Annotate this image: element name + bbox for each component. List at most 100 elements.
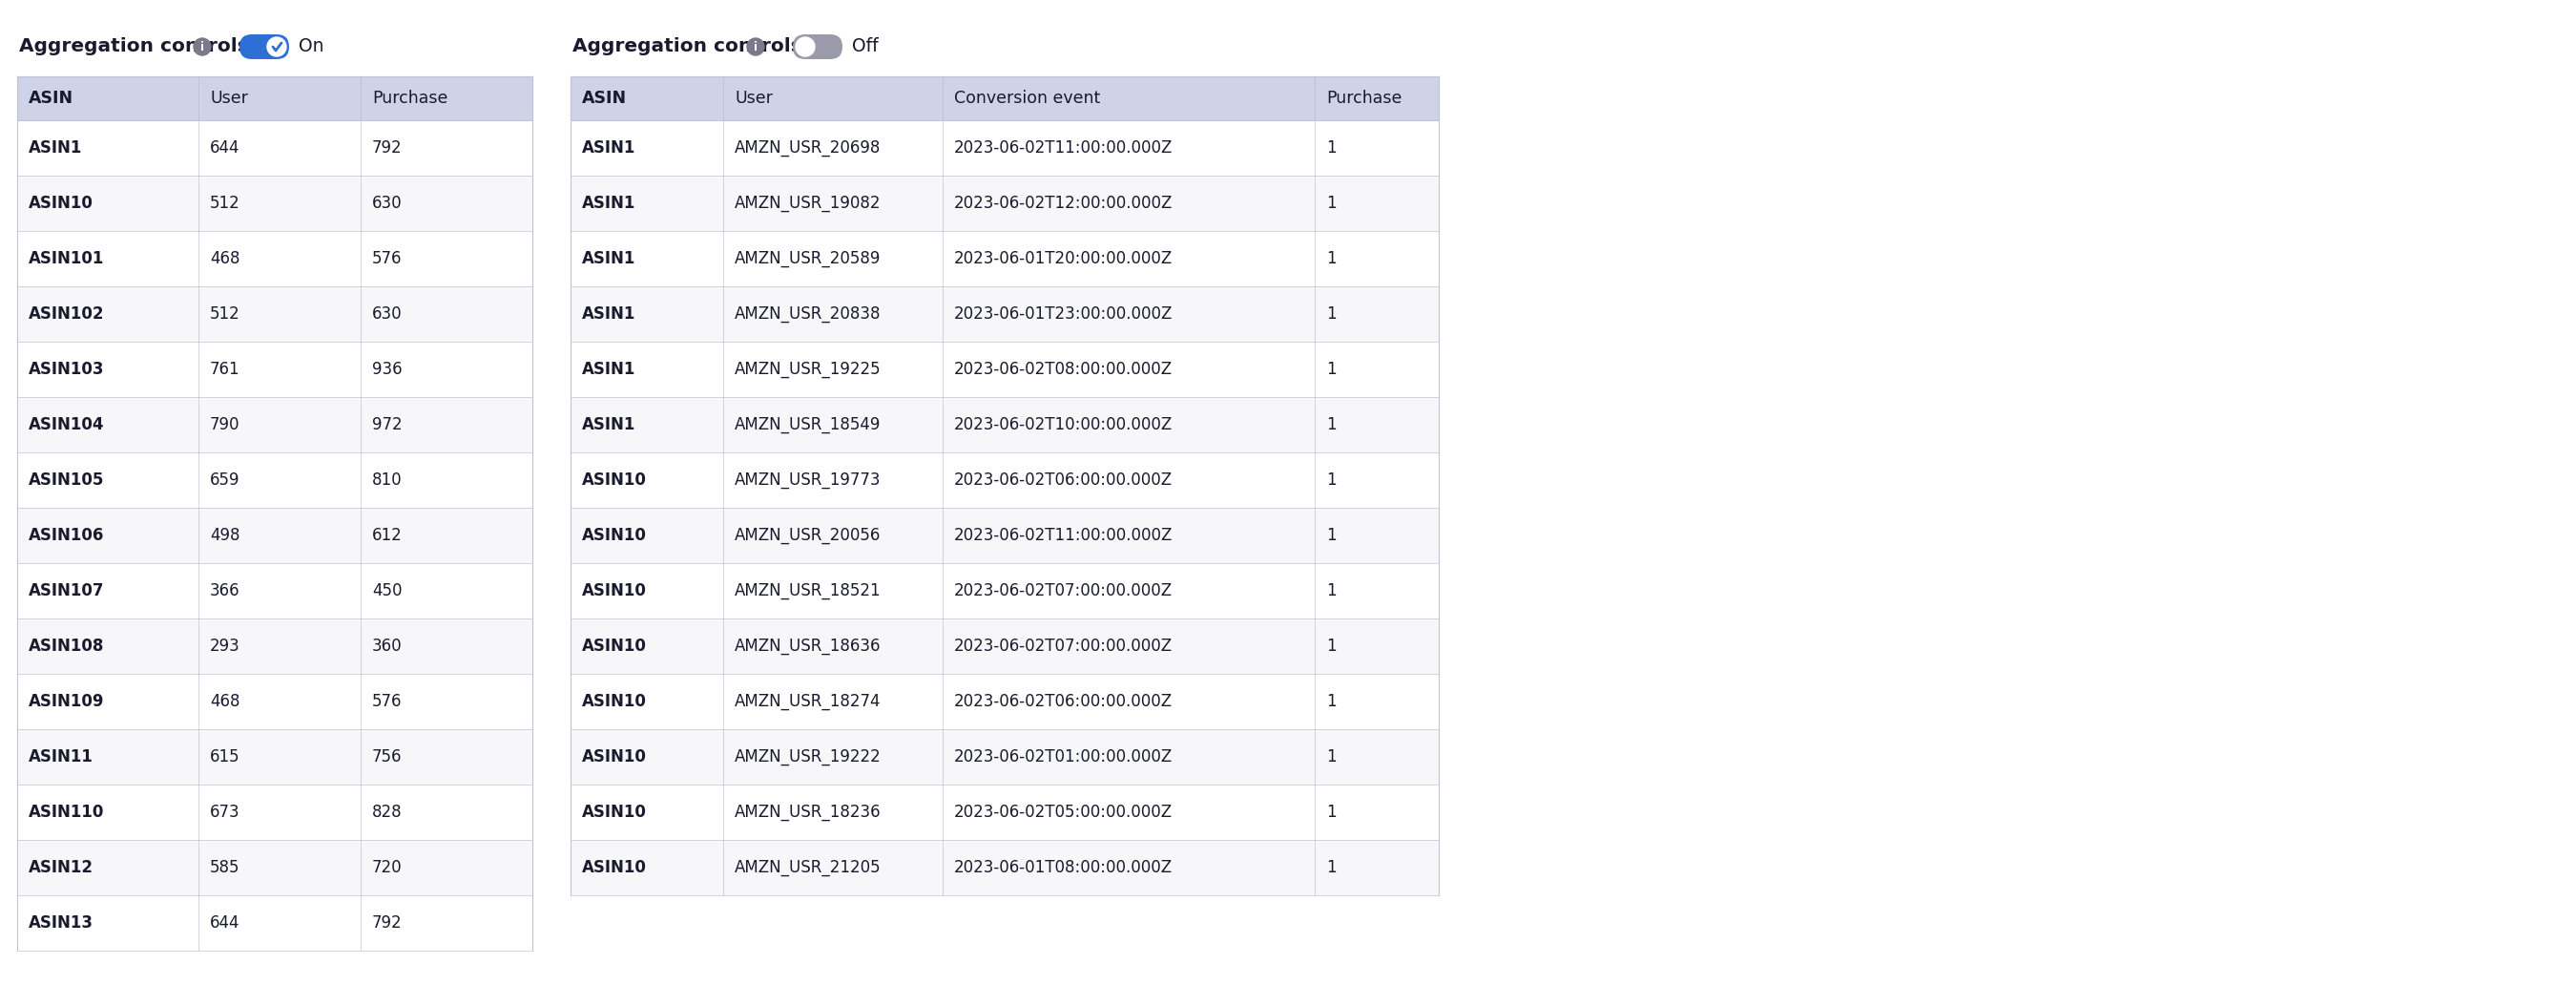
Text: 1: 1 <box>1327 582 1337 600</box>
Circle shape <box>796 37 814 56</box>
Text: ASIN108: ASIN108 <box>28 638 106 655</box>
Text: 468: 468 <box>209 250 240 268</box>
Text: User: User <box>734 90 773 107</box>
Text: ASIN10: ASIN10 <box>582 638 647 655</box>
Text: ASIN1: ASIN1 <box>582 140 636 157</box>
Text: 792: 792 <box>371 140 402 157</box>
Text: 2023-06-01T08:00:00.000Z: 2023-06-01T08:00:00.000Z <box>953 859 1172 876</box>
Text: AMZN_USR_19225: AMZN_USR_19225 <box>734 361 881 378</box>
Text: ASIN106: ASIN106 <box>28 527 106 544</box>
FancyBboxPatch shape <box>18 231 533 287</box>
Text: 1: 1 <box>1327 250 1337 268</box>
Text: 1: 1 <box>1327 527 1337 544</box>
Text: ASIN103: ASIN103 <box>28 361 106 378</box>
Text: 1: 1 <box>1327 416 1337 434</box>
FancyBboxPatch shape <box>18 619 533 674</box>
FancyBboxPatch shape <box>18 729 533 785</box>
Text: 659: 659 <box>209 472 240 489</box>
Text: i: i <box>201 41 204 53</box>
Text: ASIN101: ASIN101 <box>28 250 106 268</box>
Text: ASIN10: ASIN10 <box>28 195 93 212</box>
Text: 810: 810 <box>371 472 402 489</box>
Text: ASIN10: ASIN10 <box>582 693 647 710</box>
Circle shape <box>268 37 286 56</box>
Text: 2023-06-02T06:00:00.000Z: 2023-06-02T06:00:00.000Z <box>953 472 1172 489</box>
Text: AMZN_USR_18521: AMZN_USR_18521 <box>734 582 881 600</box>
Text: 468: 468 <box>209 693 240 710</box>
Text: 2023-06-02T12:00:00.000Z: 2023-06-02T12:00:00.000Z <box>953 195 1172 212</box>
Text: ASIN1: ASIN1 <box>582 250 636 268</box>
FancyBboxPatch shape <box>18 674 533 729</box>
FancyBboxPatch shape <box>18 453 533 508</box>
Text: AMZN_USR_20589: AMZN_USR_20589 <box>734 250 881 268</box>
Text: ASIN11: ASIN11 <box>28 748 93 766</box>
FancyBboxPatch shape <box>569 563 1440 619</box>
Text: 2023-06-01T20:00:00.000Z: 2023-06-01T20:00:00.000Z <box>953 250 1172 268</box>
Text: 612: 612 <box>371 527 402 544</box>
FancyBboxPatch shape <box>569 619 1440 674</box>
Text: ASIN10: ASIN10 <box>582 472 647 489</box>
Text: 972: 972 <box>371 416 402 434</box>
Text: 498: 498 <box>209 527 240 544</box>
Text: ASIN10: ASIN10 <box>582 748 647 766</box>
Text: ASIN105: ASIN105 <box>28 472 106 489</box>
Text: 576: 576 <box>371 250 402 268</box>
Text: ASIN1: ASIN1 <box>582 195 636 212</box>
Text: ASIN104: ASIN104 <box>28 416 106 434</box>
Text: 644: 644 <box>209 140 240 157</box>
FancyBboxPatch shape <box>18 76 533 121</box>
FancyBboxPatch shape <box>569 287 1440 342</box>
Text: 366: 366 <box>209 582 240 600</box>
Text: Purchase: Purchase <box>371 90 448 107</box>
Text: 2023-06-01T23:00:00.000Z: 2023-06-01T23:00:00.000Z <box>953 306 1172 323</box>
Text: 2023-06-02T07:00:00.000Z: 2023-06-02T07:00:00.000Z <box>953 582 1172 600</box>
FancyBboxPatch shape <box>569 342 1440 397</box>
Text: 2023-06-02T11:00:00.000Z: 2023-06-02T11:00:00.000Z <box>953 527 1172 544</box>
Text: User: User <box>209 90 247 107</box>
Text: 1: 1 <box>1327 472 1337 489</box>
Text: 828: 828 <box>371 804 402 821</box>
Text: ASIN1: ASIN1 <box>28 140 82 157</box>
Text: Aggregation controls: Aggregation controls <box>572 37 801 56</box>
FancyBboxPatch shape <box>569 729 1440 785</box>
Text: i: i <box>755 41 757 53</box>
Circle shape <box>747 38 765 55</box>
Text: ASIN12: ASIN12 <box>28 859 93 876</box>
FancyBboxPatch shape <box>569 453 1440 508</box>
Text: 630: 630 <box>371 195 402 212</box>
Text: AMZN_USR_20838: AMZN_USR_20838 <box>734 306 881 323</box>
Text: On: On <box>299 37 325 56</box>
Text: 2023-06-02T05:00:00.000Z: 2023-06-02T05:00:00.000Z <box>953 804 1172 821</box>
FancyBboxPatch shape <box>18 508 533 563</box>
Text: 720: 720 <box>371 859 402 876</box>
Text: 293: 293 <box>209 638 240 655</box>
FancyBboxPatch shape <box>18 342 533 397</box>
Text: 576: 576 <box>371 693 402 710</box>
Text: 450: 450 <box>371 582 402 600</box>
Circle shape <box>193 38 211 55</box>
FancyBboxPatch shape <box>569 508 1440 563</box>
Text: ASIN10: ASIN10 <box>582 804 647 821</box>
Text: AMZN_USR_18549: AMZN_USR_18549 <box>734 416 881 434</box>
Text: ASIN1: ASIN1 <box>582 416 636 434</box>
Text: 2023-06-02T06:00:00.000Z: 2023-06-02T06:00:00.000Z <box>953 693 1172 710</box>
Text: 1: 1 <box>1327 804 1337 821</box>
Text: ASIN13: ASIN13 <box>28 914 93 932</box>
Text: ASIN10: ASIN10 <box>582 859 647 876</box>
Text: AMZN_USR_20056: AMZN_USR_20056 <box>734 527 881 544</box>
Text: ASIN10: ASIN10 <box>582 527 647 544</box>
Text: 790: 790 <box>209 416 240 434</box>
Text: 512: 512 <box>209 195 240 212</box>
Text: 630: 630 <box>371 306 402 323</box>
FancyBboxPatch shape <box>18 785 533 840</box>
Text: Purchase: Purchase <box>1327 90 1401 107</box>
Text: ASIN10: ASIN10 <box>582 582 647 600</box>
FancyBboxPatch shape <box>569 840 1440 895</box>
Text: 1: 1 <box>1327 748 1337 766</box>
FancyBboxPatch shape <box>569 397 1440 453</box>
FancyBboxPatch shape <box>569 674 1440 729</box>
Text: 360: 360 <box>371 638 402 655</box>
Text: AMZN_USR_20698: AMZN_USR_20698 <box>734 140 881 157</box>
Text: AMZN_USR_19082: AMZN_USR_19082 <box>734 195 881 212</box>
Text: 756: 756 <box>371 748 402 766</box>
